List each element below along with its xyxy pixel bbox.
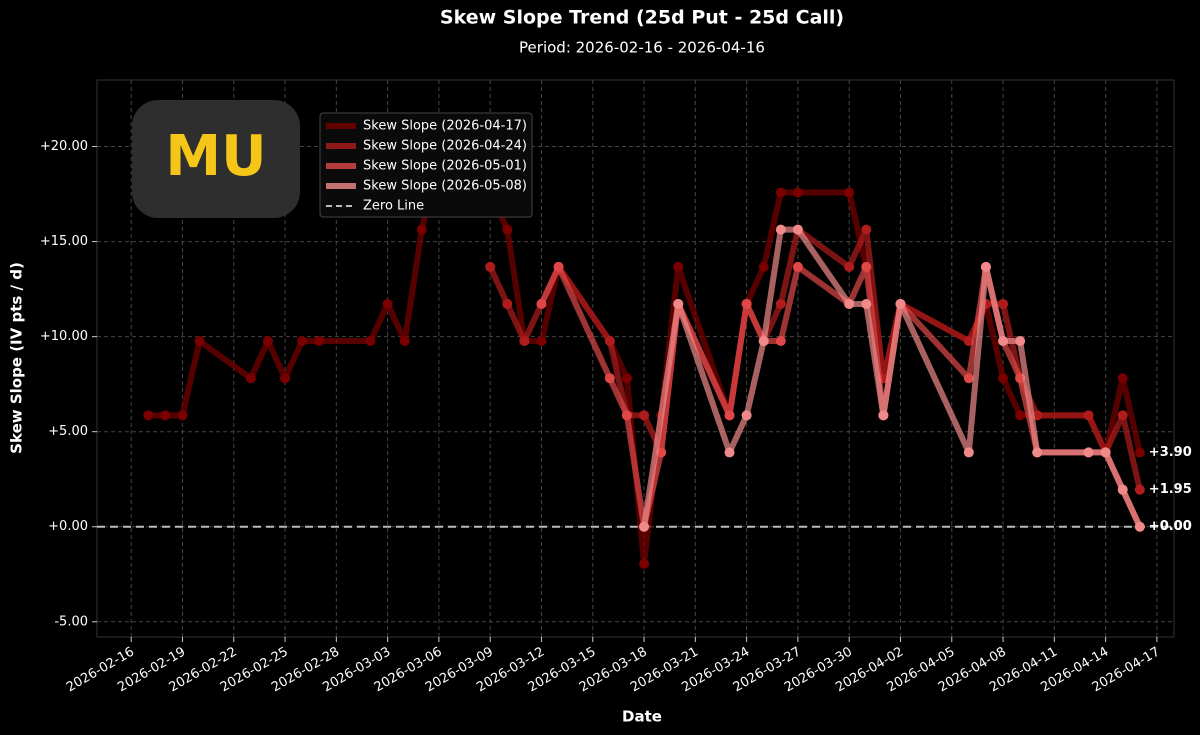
data-point bbox=[861, 261, 872, 272]
data-point bbox=[1134, 447, 1145, 458]
data-point bbox=[1083, 410, 1094, 421]
data-point bbox=[741, 298, 752, 309]
data-point bbox=[724, 447, 735, 458]
data-point bbox=[1032, 447, 1043, 458]
data-point bbox=[519, 336, 530, 347]
data-point bbox=[399, 336, 410, 347]
data-point bbox=[621, 373, 632, 384]
data-point bbox=[639, 410, 650, 421]
y-tick-label: +20.00 bbox=[40, 139, 88, 154]
chart-title: Skew Slope Trend (25d Put - 25d Call) bbox=[440, 7, 844, 29]
data-point bbox=[177, 410, 188, 421]
data-point bbox=[502, 224, 513, 235]
data-point bbox=[844, 261, 855, 272]
legend-label: Zero Line bbox=[363, 199, 424, 214]
data-point bbox=[1015, 336, 1026, 347]
data-point bbox=[553, 261, 564, 272]
y-tick-label: +5.00 bbox=[48, 424, 88, 439]
data-point bbox=[502, 298, 513, 309]
data-point bbox=[1134, 484, 1145, 495]
data-point bbox=[775, 298, 786, 309]
data-point bbox=[861, 298, 872, 309]
y-tick-label: +10.00 bbox=[40, 329, 88, 344]
data-point bbox=[998, 298, 1009, 309]
value-label: +0.00 bbox=[1149, 519, 1192, 534]
legend-label: Skew Slope (2026-04-17) bbox=[363, 119, 527, 134]
data-point bbox=[639, 558, 650, 569]
data-point bbox=[792, 187, 803, 198]
legend-label: Skew Slope (2026-04-24) bbox=[363, 139, 527, 154]
y-tick-label: -5.00 bbox=[54, 614, 88, 629]
y-axis-label: Skew Slope (IV pts / d) bbox=[8, 262, 26, 454]
data-point bbox=[280, 373, 291, 384]
data-point bbox=[1134, 521, 1145, 532]
data-point bbox=[980, 261, 991, 272]
data-point bbox=[998, 336, 1009, 347]
legend-box bbox=[319, 112, 533, 218]
plot-frame bbox=[96, 79, 1175, 638]
data-point bbox=[758, 336, 769, 347]
data-point bbox=[844, 187, 855, 198]
series-line bbox=[641, 226, 1143, 528]
data-point bbox=[963, 373, 974, 384]
value-label: +0.00 bbox=[1149, 519, 1192, 534]
x-axis-label: Date bbox=[622, 708, 662, 726]
data-point bbox=[741, 410, 752, 421]
data-point bbox=[775, 187, 786, 198]
data-point bbox=[621, 410, 632, 421]
data-point bbox=[963, 447, 974, 458]
data-point bbox=[775, 336, 786, 347]
data-point bbox=[604, 373, 615, 384]
y-tick-label: +0.00 bbox=[48, 519, 88, 534]
data-point bbox=[314, 336, 325, 347]
chart-subtitle: Period: 2026-02-16 - 2026-04-16 bbox=[519, 39, 765, 57]
data-point bbox=[792, 224, 803, 235]
data-point bbox=[1117, 484, 1128, 495]
data-point bbox=[844, 298, 855, 309]
data-point bbox=[792, 261, 803, 272]
data-point bbox=[536, 336, 547, 347]
logo-box bbox=[132, 100, 300, 218]
legend: Skew Slope (2026-04-17) Skew Slope (2026-… bbox=[319, 112, 533, 218]
data-point bbox=[639, 521, 650, 532]
legend-label: Skew Slope (2026-05-08) bbox=[363, 179, 527, 194]
data-point bbox=[895, 298, 906, 309]
data-point bbox=[1083, 447, 1094, 458]
data-point bbox=[861, 224, 872, 235]
data-point bbox=[604, 336, 615, 347]
data-point bbox=[673, 261, 684, 272]
data-point bbox=[143, 410, 154, 421]
data-point bbox=[1015, 410, 1026, 421]
logo-text: MU bbox=[165, 124, 266, 189]
legend-label: Skew Slope (2026-05-01) bbox=[363, 159, 527, 174]
value-label: +1.95 bbox=[1149, 482, 1192, 497]
data-point bbox=[297, 336, 308, 347]
value-label: +3.90 bbox=[1149, 445, 1192, 460]
data-point bbox=[758, 261, 769, 272]
data-point bbox=[878, 410, 889, 421]
data-point bbox=[673, 298, 684, 309]
data-point bbox=[245, 373, 256, 384]
data-point bbox=[160, 410, 171, 421]
data-point bbox=[365, 336, 376, 347]
data-point bbox=[775, 224, 786, 235]
data-point bbox=[1117, 373, 1128, 384]
data-point bbox=[724, 410, 735, 421]
data-point bbox=[1100, 447, 1111, 458]
data-point bbox=[416, 224, 427, 235]
data-point bbox=[998, 373, 1009, 384]
data-point bbox=[1117, 410, 1128, 421]
data-point bbox=[485, 261, 496, 272]
data-point bbox=[194, 336, 205, 347]
data-point bbox=[382, 298, 393, 309]
data-point bbox=[536, 298, 547, 309]
y-tick-label: +15.00 bbox=[40, 234, 88, 249]
data-point bbox=[262, 336, 273, 347]
